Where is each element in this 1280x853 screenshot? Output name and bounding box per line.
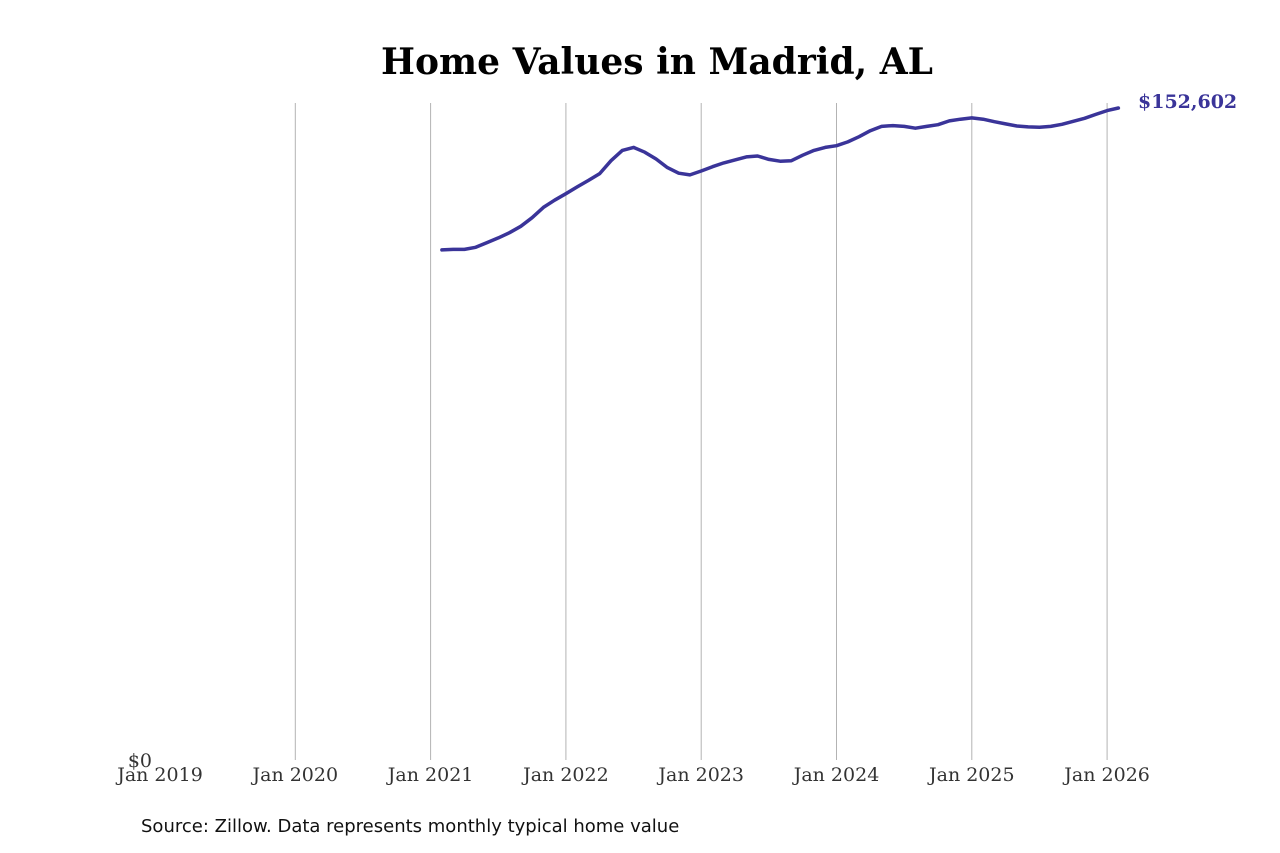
x-tick-label: Jan 2020 — [251, 764, 339, 786]
x-tick-label: Jan 2023 — [656, 764, 744, 786]
x-tick-label: Jan 2021 — [386, 764, 474, 786]
source-note: Source: Zillow. Data represents monthly … — [141, 816, 680, 837]
latest-value-label: $152,602 — [1138, 91, 1237, 113]
x-axis-ticks: Jan 2019 Jan 2020 Jan 2021 Jan 2022 Jan 2023… — [115, 764, 1150, 786]
x-tick-label: Jan 2019 — [115, 764, 203, 786]
x-tick-label: Jan 2026 — [1062, 764, 1150, 786]
chart-title: Home Values in Madrid, AL — [381, 41, 933, 83]
grid-lines — [294, 103, 1108, 760]
x-tick-label: Jan 2022 — [521, 764, 609, 786]
home-value-line — [440, 106, 1121, 252]
x-tick-label: Jan 2025 — [927, 764, 1015, 786]
x-tick-label: Jan 2024 — [792, 764, 880, 786]
y-tick-label-zero: $0 — [128, 750, 152, 772]
